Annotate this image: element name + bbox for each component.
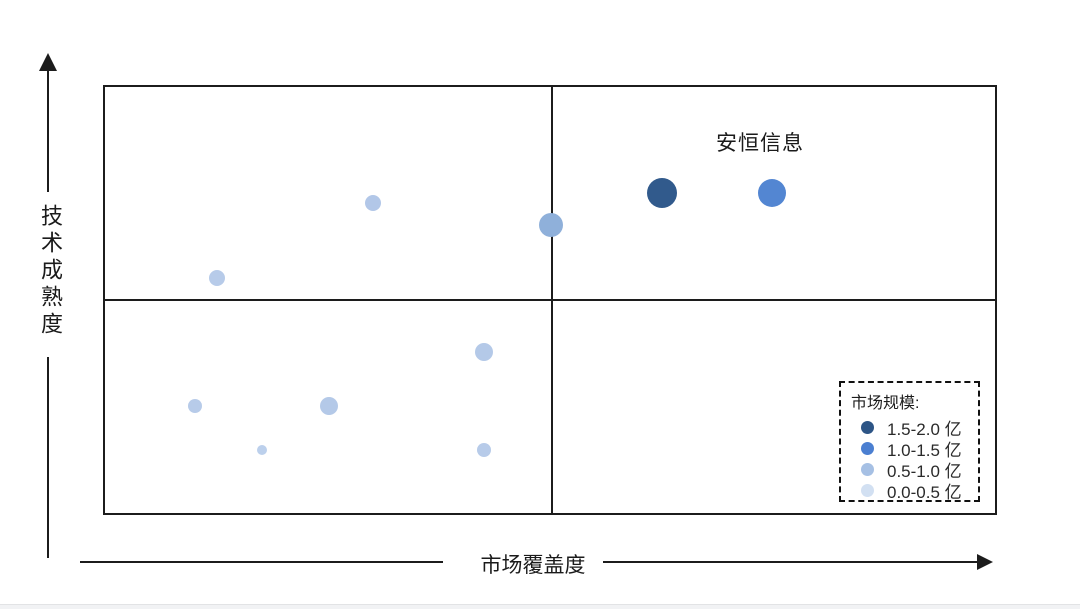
arrow-up-icon [39,53,57,71]
legend: 市场规模: 1.5-2.0 亿 1.0-1.5 亿 0.5-1.0 亿 0.0-0.5… [839,381,980,502]
legend-rows: 1.5-2.0 亿 1.0-1.5 亿 0.5-1.0 亿 0.0-0.5 亿 [851,417,978,502]
x-axis-label: 市场覆盖度 [480,553,586,577]
legend-item-label: 1.0-1.5 亿 [887,441,962,460]
quadrant-line-horizontal [105,299,995,301]
bubble [256,444,267,455]
x-axis-line-right [603,561,979,563]
bubble [757,179,786,208]
y-axis-line-upper [47,70,49,192]
bubble [364,194,381,211]
legend-item-label: 0.5-1.0 亿 [887,462,962,481]
legend-item-label: 0.0-0.5 亿 [887,483,962,502]
y-axis-label: 技术成熟度 [38,204,63,339]
bubble [209,270,226,287]
legend-dot-icon [861,442,874,455]
y-axis-line-lower [47,357,49,558]
bubble [475,343,494,362]
legend-item: 1.0-1.5 亿 [851,438,978,460]
bottom-strip [0,604,1080,609]
bubble [647,178,678,209]
arrow-right-icon [977,554,993,570]
annotation-label: 安恒信息 [716,131,804,155]
legend-item: 0.0-0.5 亿 [851,480,978,502]
legend-dot-icon [861,463,874,476]
legend-item-label: 1.5-2.0 亿 [887,420,962,439]
legend-item: 1.5-2.0 亿 [851,417,978,439]
plot-area [103,85,997,515]
bubble [320,397,339,416]
legend-dot-icon [861,484,874,497]
legend-title: 市场规模: [851,395,920,412]
bubble [187,399,202,414]
bubble [477,442,492,457]
legend-item: 0.5-1.0 亿 [851,459,978,481]
legend-dot-icon [861,421,874,434]
x-axis-line-left [80,561,443,563]
bubble [538,212,563,237]
